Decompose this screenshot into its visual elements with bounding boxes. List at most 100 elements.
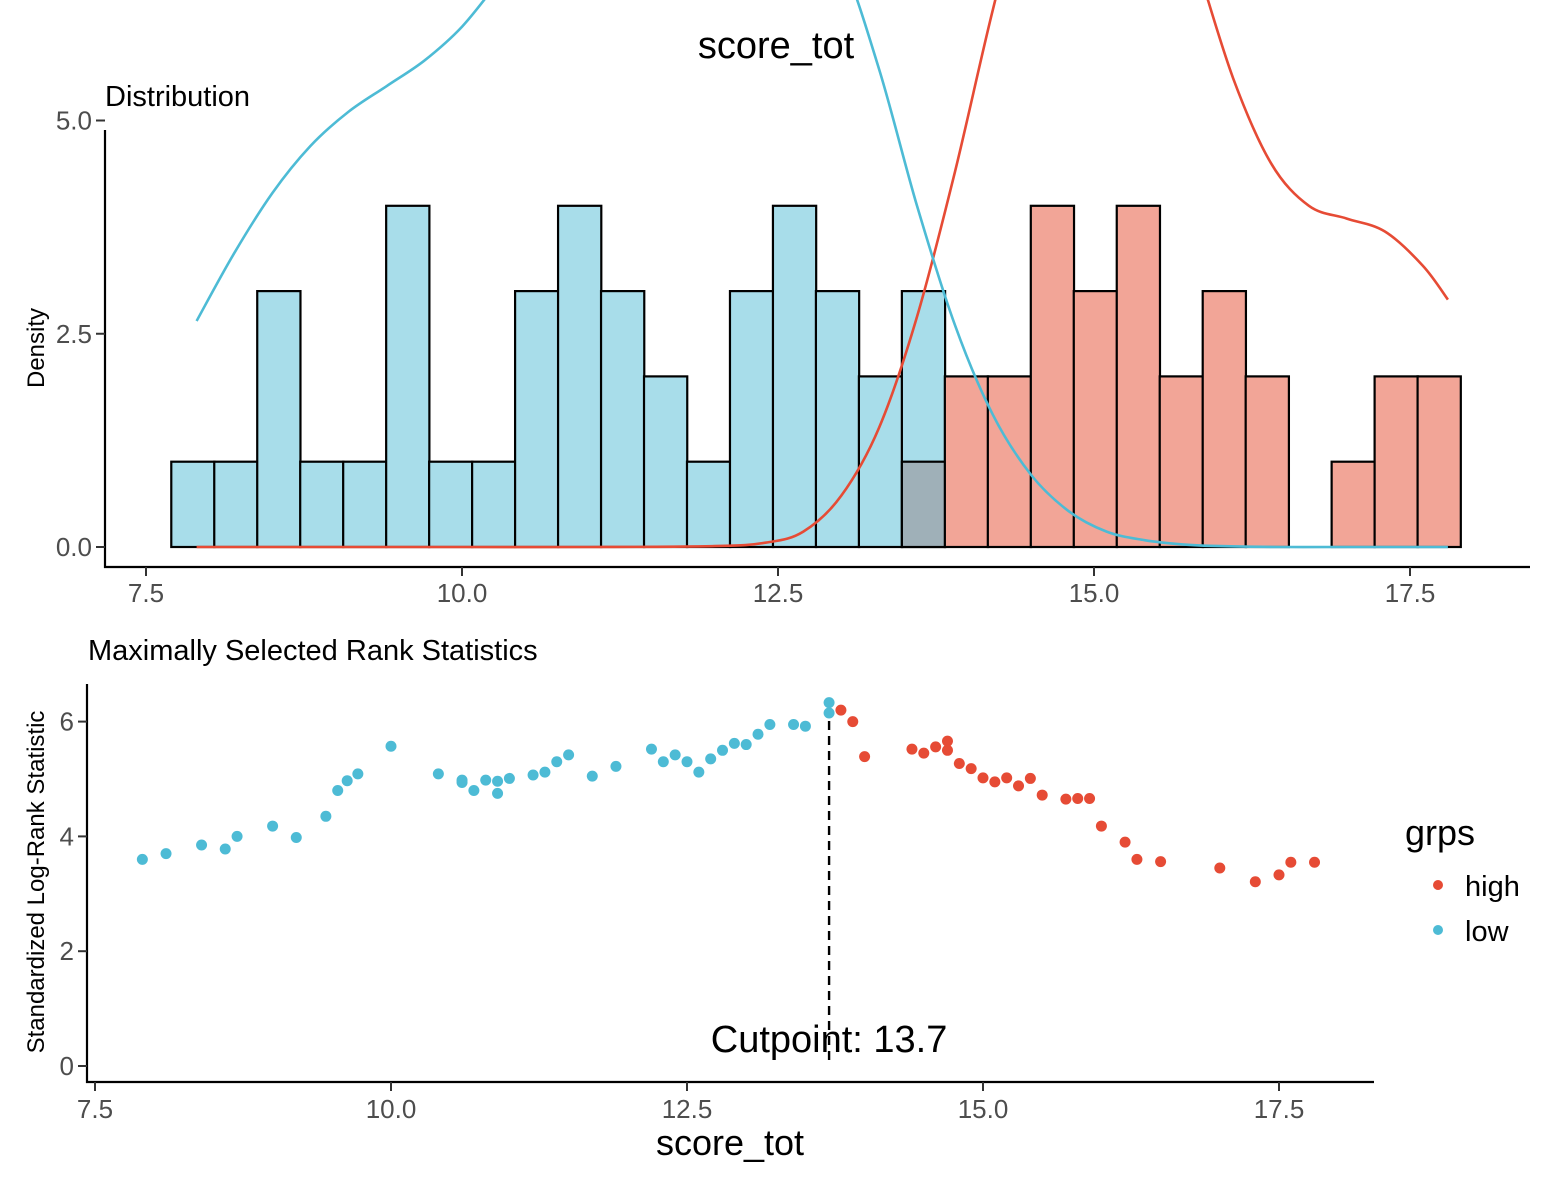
- distribution-y-ticks: 0.02.55.07.5: [56, 106, 105, 562]
- rank-point-low: [563, 749, 575, 761]
- rank-point-high: [1131, 853, 1143, 865]
- rank-point-low: [219, 843, 231, 855]
- x-tick-label: 10.0: [437, 578, 488, 608]
- legend-title: grps: [1405, 812, 1475, 853]
- histogram-bar-low: [299, 460, 345, 549]
- rank-point-low: [693, 766, 705, 778]
- y-tick-label: 4: [60, 821, 74, 851]
- histogram-bar-high: [1158, 375, 1205, 549]
- histogram-bar-low: [642, 375, 689, 549]
- histogram-bar-low: [814, 290, 861, 549]
- rank-point-high: [1072, 793, 1084, 805]
- rank-point-low: [645, 743, 657, 755]
- distribution-axes: [103, 130, 1530, 569]
- rank-x-ticks: 7.5 10.0 12.5 15.0 17.5: [77, 1082, 1304, 1124]
- rank-point-low: [527, 769, 539, 781]
- density-curve-low: [195, 0, 1448, 549]
- rank-point-high: [989, 776, 1001, 788]
- legend-low-marker: [1433, 925, 1443, 935]
- histogram-bar-overlap: [900, 460, 947, 549]
- legend-high-label: high: [1465, 871, 1520, 903]
- rank-point-low: [657, 756, 669, 768]
- rank-point-low: [136, 853, 148, 865]
- rank-point-high: [1001, 772, 1013, 784]
- rank-point-high: [1273, 869, 1285, 881]
- y-tick-label: 5.0: [56, 106, 92, 136]
- rank-statistics-points: [136, 697, 1321, 888]
- y-tick-label: 0: [60, 1051, 74, 1081]
- histogram-bar-high: [986, 375, 1033, 549]
- histogram-bar-low: [471, 460, 517, 549]
- histogram-bar-high: [1201, 290, 1248, 549]
- rank-point-low: [385, 740, 397, 752]
- y-tick-label: 0.0: [56, 532, 92, 562]
- rank-point-low: [492, 775, 504, 787]
- distribution-y-axis-label: Density: [23, 308, 50, 388]
- histogram-bar-low: [599, 290, 646, 549]
- x-tick-label: 12.5: [753, 578, 804, 608]
- histogram-bar-low: [213, 460, 259, 549]
- rank-point-low: [492, 787, 504, 799]
- histogram-bar-high: [1072, 290, 1119, 549]
- histogram-bar-low: [685, 460, 732, 549]
- rank-point-low: [320, 810, 332, 822]
- rank-point-low: [705, 753, 717, 765]
- rank-point-high: [1013, 780, 1025, 792]
- rank-point-low: [740, 739, 752, 751]
- rank-point-low: [752, 728, 764, 740]
- rank-point-low: [231, 830, 243, 842]
- rank-point-low: [332, 784, 344, 796]
- rank-point-high: [977, 772, 989, 784]
- rank-point-high: [930, 741, 942, 753]
- distribution-x-ticks: 7.5 10.0 12.5 15.0 17.5: [128, 567, 1435, 608]
- rank-point-high: [1309, 856, 1321, 868]
- x-axis-title: score_tot: [656, 1122, 804, 1163]
- rank-point-high: [1084, 793, 1096, 805]
- histogram-bar-high: [1416, 375, 1462, 549]
- rank-statistics-y-axis-label: Standardized Log-Rank Statistic: [23, 711, 50, 1054]
- rank-statistics-subtitle: Maximally Selected Rank Statistics: [88, 635, 538, 667]
- density-curves: [195, 0, 1449, 549]
- cutpoint-label: Cutpoint: 13.7: [711, 1019, 948, 1061]
- rank-point-low: [669, 749, 681, 761]
- chart-title: score_tot: [698, 25, 855, 67]
- histogram-bar-high: [1244, 375, 1291, 549]
- x-tick-label: 10.0: [366, 1094, 417, 1124]
- x-tick-label: 15.0: [1069, 578, 1120, 608]
- density-curve-high: [196, 0, 1449, 549]
- rank-point-high: [906, 743, 918, 755]
- histogram-bar-low: [342, 460, 388, 549]
- legend: grps high low: [1405, 812, 1520, 948]
- histogram-bar-low: [385, 204, 431, 549]
- rank-point-low: [503, 772, 515, 784]
- rank-point-low: [480, 774, 492, 786]
- rank-point-high: [941, 735, 953, 747]
- rank-point-high: [1036, 789, 1048, 801]
- rank-statistics-axes: [85, 684, 1374, 1084]
- rank-point-low: [551, 756, 563, 768]
- histogram-bar-low: [857, 375, 904, 549]
- x-tick-label: 17.5: [1254, 1094, 1305, 1124]
- rank-point-high: [1095, 820, 1107, 832]
- rank-point-low: [539, 766, 551, 778]
- rank-point-low: [788, 718, 800, 730]
- histogram-bar-low: [513, 290, 560, 549]
- rank-point-low: [267, 820, 279, 832]
- rank-point-low: [586, 770, 598, 782]
- histogram-bars: [170, 204, 1462, 549]
- y-tick-label: 2.5: [56, 319, 92, 349]
- x-tick-label: 12.5: [662, 1094, 713, 1124]
- rank-point-low: [764, 718, 776, 730]
- rank-point-low: [610, 760, 622, 772]
- rank-point-low: [432, 768, 444, 780]
- rank-point-high: [859, 751, 871, 763]
- x-tick-label: 7.5: [77, 1094, 113, 1124]
- rank-point-low: [290, 832, 302, 844]
- rank-point-high: [835, 704, 847, 716]
- rank-point-high: [1119, 836, 1131, 848]
- legend-low-label: low: [1465, 916, 1510, 948]
- x-tick-label: 7.5: [128, 578, 164, 608]
- histogram-bar-low: [771, 204, 818, 549]
- rank-point-low: [341, 775, 353, 787]
- y-tick-label: 6: [60, 707, 74, 737]
